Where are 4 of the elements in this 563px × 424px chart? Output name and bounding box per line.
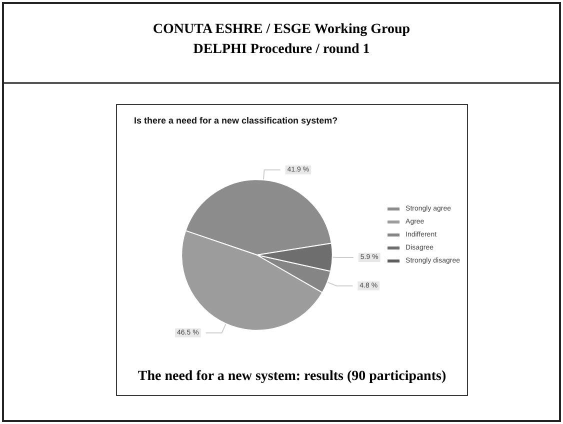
text: The need for a new system: results (90 participants) — [136, 369, 448, 385]
text: DELPHI Procedure / round 1 — [192, 41, 371, 59]
text: CONUTA ESHRE / ESGE Working Group — [152, 21, 412, 39]
chart-title: Is there a need for a new classification system? — [134, 116, 338, 126]
